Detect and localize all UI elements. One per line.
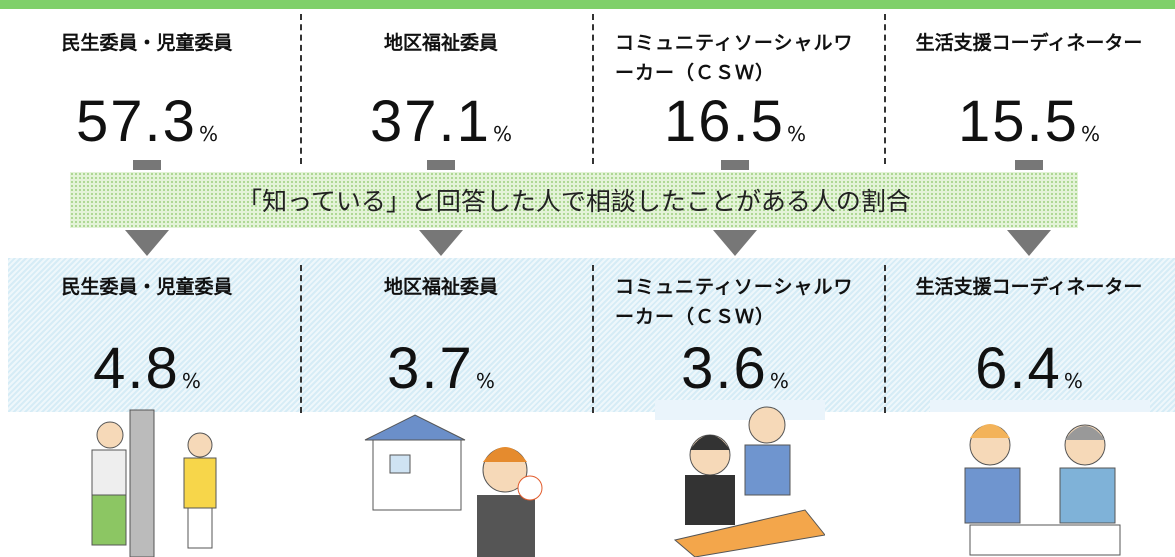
value: 16.5 bbox=[664, 89, 785, 154]
item-value: 15.5% bbox=[882, 88, 1175, 155]
item-label: 地区福祉委員 bbox=[383, 32, 498, 54]
item-value: 37.1% bbox=[294, 88, 588, 155]
unit: % bbox=[198, 122, 218, 146]
item-label: 民生委員・児童委員 bbox=[61, 276, 233, 298]
unit: % bbox=[1063, 369, 1083, 393]
item-value: 4.8% bbox=[0, 335, 294, 402]
separator bbox=[884, 265, 886, 413]
arrow bbox=[125, 230, 169, 256]
arrow bbox=[419, 230, 463, 256]
separator bbox=[592, 265, 594, 413]
item-label: 民生委員・児童委員 bbox=[61, 32, 233, 54]
connector bbox=[427, 160, 455, 170]
unit: % bbox=[475, 369, 495, 393]
item-label: 地区福祉委員 bbox=[383, 276, 498, 298]
unit: % bbox=[181, 369, 201, 393]
value: 3.7 bbox=[387, 336, 474, 401]
value: 6.4 bbox=[975, 336, 1062, 401]
value: 37.1 bbox=[370, 89, 491, 154]
item-value: 57.3% bbox=[0, 88, 294, 155]
value: 15.5 bbox=[958, 89, 1079, 154]
item-value: 16.5% bbox=[588, 88, 882, 155]
connector bbox=[721, 160, 749, 170]
unit: % bbox=[492, 122, 512, 146]
arrow bbox=[713, 230, 757, 256]
banner: 「知っている」と回答した人で相談したことがある人の割合 bbox=[70, 172, 1078, 228]
separator bbox=[300, 265, 302, 413]
value: 3.6 bbox=[681, 336, 768, 401]
separator bbox=[300, 14, 302, 164]
separator bbox=[592, 14, 594, 164]
item-label: 生活支援コーディネーター bbox=[915, 276, 1143, 298]
top-bar bbox=[0, 0, 1175, 9]
illustration bbox=[930, 400, 1150, 556]
bottom-panel bbox=[8, 258, 1175, 412]
illustration bbox=[364, 414, 543, 557]
item-value: 6.4% bbox=[882, 335, 1175, 402]
item-label: コミュニティソーシャルワーカー（ＣＳＷ） bbox=[615, 276, 854, 328]
value: 4.8 bbox=[93, 336, 180, 401]
connector bbox=[133, 160, 161, 170]
unit: % bbox=[1080, 122, 1100, 146]
item-value: 3.7% bbox=[294, 335, 588, 402]
illustration bbox=[91, 409, 217, 557]
illustration bbox=[655, 400, 825, 557]
item-label: コミュニティソーシャルワーカー（ＣＳＷ） bbox=[615, 32, 854, 84]
unit: % bbox=[769, 369, 789, 393]
arrow bbox=[1007, 230, 1051, 256]
separator bbox=[884, 14, 886, 164]
item-label: 生活支援コーディネーター bbox=[915, 32, 1143, 54]
connector bbox=[1015, 160, 1043, 170]
value: 57.3 bbox=[76, 89, 197, 154]
item-value: 3.6% bbox=[588, 335, 882, 402]
unit: % bbox=[786, 122, 806, 146]
